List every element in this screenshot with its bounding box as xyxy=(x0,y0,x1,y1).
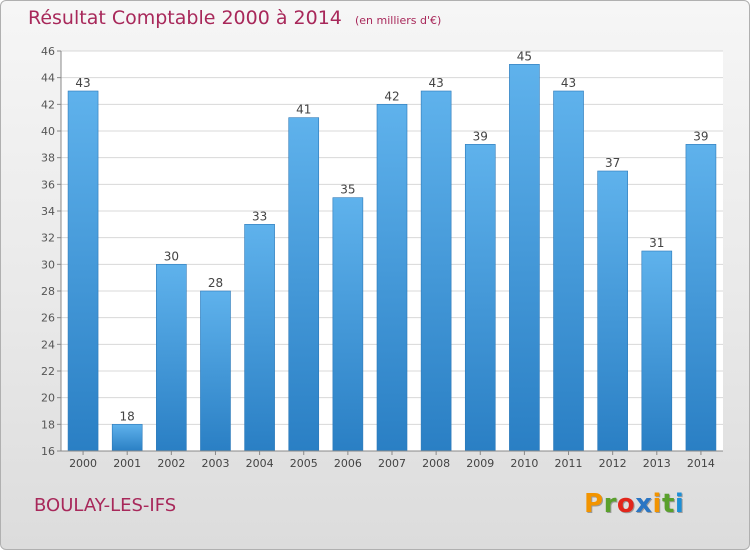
logo-letter: x xyxy=(635,489,653,519)
y-tick-label: 18 xyxy=(41,418,55,431)
logo-letter: i xyxy=(652,489,662,519)
x-tick-label: 2013 xyxy=(643,457,671,470)
bar-value-label: 28 xyxy=(208,276,223,290)
y-tick-label: 44 xyxy=(41,72,55,85)
bar xyxy=(376,104,408,452)
y-tick-label: 30 xyxy=(41,258,55,271)
x-tick-label: 2004 xyxy=(246,457,274,470)
bar-value-label: 35 xyxy=(340,183,355,197)
bar xyxy=(332,197,364,452)
x-tick-label: 2003 xyxy=(201,457,229,470)
bar xyxy=(509,64,540,452)
bar xyxy=(200,290,231,452)
bar xyxy=(111,424,143,452)
y-tick-label: 26 xyxy=(41,312,55,325)
bar-value-label: 42 xyxy=(384,89,399,103)
x-tick-label: 2012 xyxy=(599,457,627,470)
logo-letter: r xyxy=(603,489,617,519)
bar-value-label: 43 xyxy=(428,76,443,90)
bar xyxy=(288,117,320,452)
bar-value-label: 45 xyxy=(517,49,532,63)
bar xyxy=(553,90,584,452)
bar-value-label: 39 xyxy=(473,129,488,143)
x-tick-label: 2008 xyxy=(422,457,450,470)
proxiti-logo: Proxiti xyxy=(584,489,684,519)
bar-value-label: 39 xyxy=(693,129,708,143)
x-tick-label: 2005 xyxy=(290,457,318,470)
bar-value-label: 37 xyxy=(605,156,620,170)
y-tick-label: 36 xyxy=(41,178,55,191)
y-tick-label: 34 xyxy=(41,205,55,218)
x-tick-label: 2006 xyxy=(334,457,362,470)
x-tick-label: 2001 xyxy=(113,457,141,470)
y-tick-label: 42 xyxy=(41,98,55,111)
bar-value-label: 31 xyxy=(649,236,664,250)
bar xyxy=(244,224,275,452)
bar-value-label: 43 xyxy=(75,76,90,90)
chart-title-text: Résultat Comptable 2000 à 2014 xyxy=(28,7,342,29)
chart-title: Résultat Comptable 2000 à 2014 (en milli… xyxy=(28,7,441,29)
y-tick-label: 16 xyxy=(41,445,55,458)
bar-value-label: 43 xyxy=(561,76,576,90)
x-tick-label: 2000 xyxy=(69,457,97,470)
bar-value-label: 33 xyxy=(252,209,267,223)
x-tick-label: 2010 xyxy=(510,457,538,470)
y-tick-label: 22 xyxy=(41,365,55,378)
y-tick-label: 24 xyxy=(41,338,55,351)
bar xyxy=(420,90,452,452)
y-tick-label: 40 xyxy=(41,125,55,138)
chart-unit: (en milliers d'€) xyxy=(354,14,442,27)
bar xyxy=(67,90,99,452)
bar xyxy=(685,144,717,452)
bar xyxy=(156,264,187,452)
logo-letter: o xyxy=(616,489,636,519)
x-tick-label: 2002 xyxy=(157,457,185,470)
x-tick-label: 2007 xyxy=(378,457,406,470)
bar-value-label: 41 xyxy=(296,103,311,117)
bar-value-label: 18 xyxy=(120,409,135,423)
logo-letter: t xyxy=(661,489,675,519)
commune-name: BOULAY-LES-IFS xyxy=(34,495,177,516)
bar xyxy=(641,250,673,452)
logo-letter: i xyxy=(674,489,685,519)
logo-letter: P xyxy=(584,489,604,519)
y-tick-label: 38 xyxy=(41,152,55,165)
y-tick-label: 46 xyxy=(41,45,55,58)
x-tick-label: 2009 xyxy=(466,457,494,470)
y-tick-label: 28 xyxy=(41,285,55,298)
bar-value-label: 30 xyxy=(164,249,179,263)
bar xyxy=(597,170,628,452)
bar xyxy=(464,144,496,452)
bar-chart: 43 18 30 28 33 41 35 42 43 39 45 43 37 31 39 16 18 20 22 2… xyxy=(41,45,723,470)
x-tick-label: 2014 xyxy=(687,457,715,470)
y-tick-label: 20 xyxy=(41,392,55,405)
y-tick-label: 32 xyxy=(41,232,55,245)
x-tick-label: 2011 xyxy=(555,457,583,470)
